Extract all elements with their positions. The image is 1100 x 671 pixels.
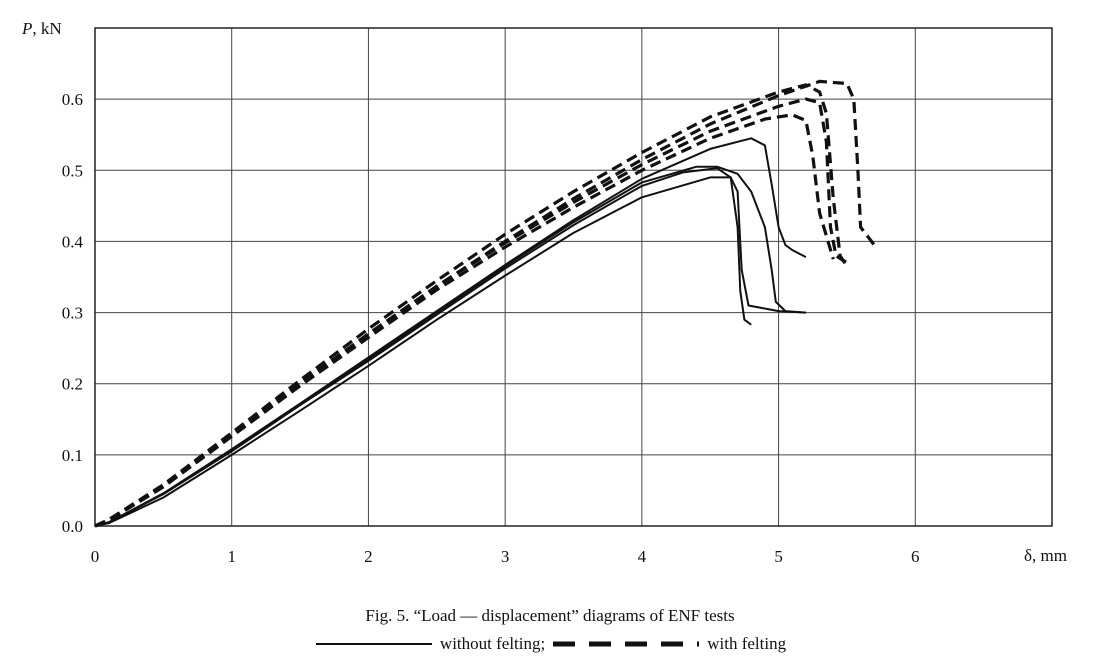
grid-lines	[95, 28, 1052, 526]
figure-legend: without felting; with felting	[0, 634, 1100, 654]
series-line-without-felting	[94, 165, 806, 527]
tick-labels: 0 1 2 3 4 5 6 0.0 0.1 0.2 0.3 0.4 0.5 0.6	[62, 90, 920, 566]
y-tick-label: 0.2	[62, 375, 83, 394]
series-line-with-felting	[94, 113, 835, 528]
legend-solid-line-sample	[315, 643, 432, 645]
y-tick-label: 0.1	[62, 446, 83, 465]
x-tick-label: 1	[227, 547, 236, 566]
x-tick-label: 5	[774, 547, 783, 566]
figure-caption: Fig. 5. “Load — displacement” diagrams o…	[365, 606, 735, 625]
y-axis-label-symbol: P	[21, 19, 32, 38]
plot-frame	[94, 27, 1053, 527]
x-tick-label: 3	[501, 547, 510, 566]
series-line-without-felting	[94, 137, 807, 527]
y-tick-label: 0.5	[62, 161, 83, 180]
x-axis-label: δ, mm	[1024, 546, 1067, 565]
series-line-with-felting	[94, 79, 876, 528]
series-line-with-felting	[94, 83, 849, 528]
y-tick-label: 0.6	[62, 90, 83, 109]
load-displacement-chart: 0 1 2 3 4 5 6 0.0 0.1 0.2 0.3 0.4 0.5 0.6 P, kN δ, mm	[21, 19, 1067, 566]
y-axis-label: P, kN	[21, 19, 62, 38]
series-line-without-felting	[94, 176, 806, 527]
series-line-with-felting	[94, 97, 848, 528]
x-tick-label: 4	[638, 547, 647, 566]
series-layer	[94, 79, 876, 528]
x-tick-label: 2	[364, 547, 373, 566]
legend-label-with-felting: with felting	[707, 634, 787, 653]
y-axis-label-unit: , kN	[32, 19, 61, 38]
y-tick-label: 0.4	[62, 232, 84, 251]
legend-label-without-felting: without felting;	[439, 634, 546, 653]
legend-dashed-line-sample	[553, 641, 700, 647]
y-tick-label: 0.3	[62, 304, 83, 323]
x-tick-label: 6	[911, 547, 920, 566]
series-line-without-felting	[94, 167, 752, 527]
x-tick-label: 0	[91, 547, 100, 566]
y-tick-label: 0.0	[62, 517, 83, 536]
